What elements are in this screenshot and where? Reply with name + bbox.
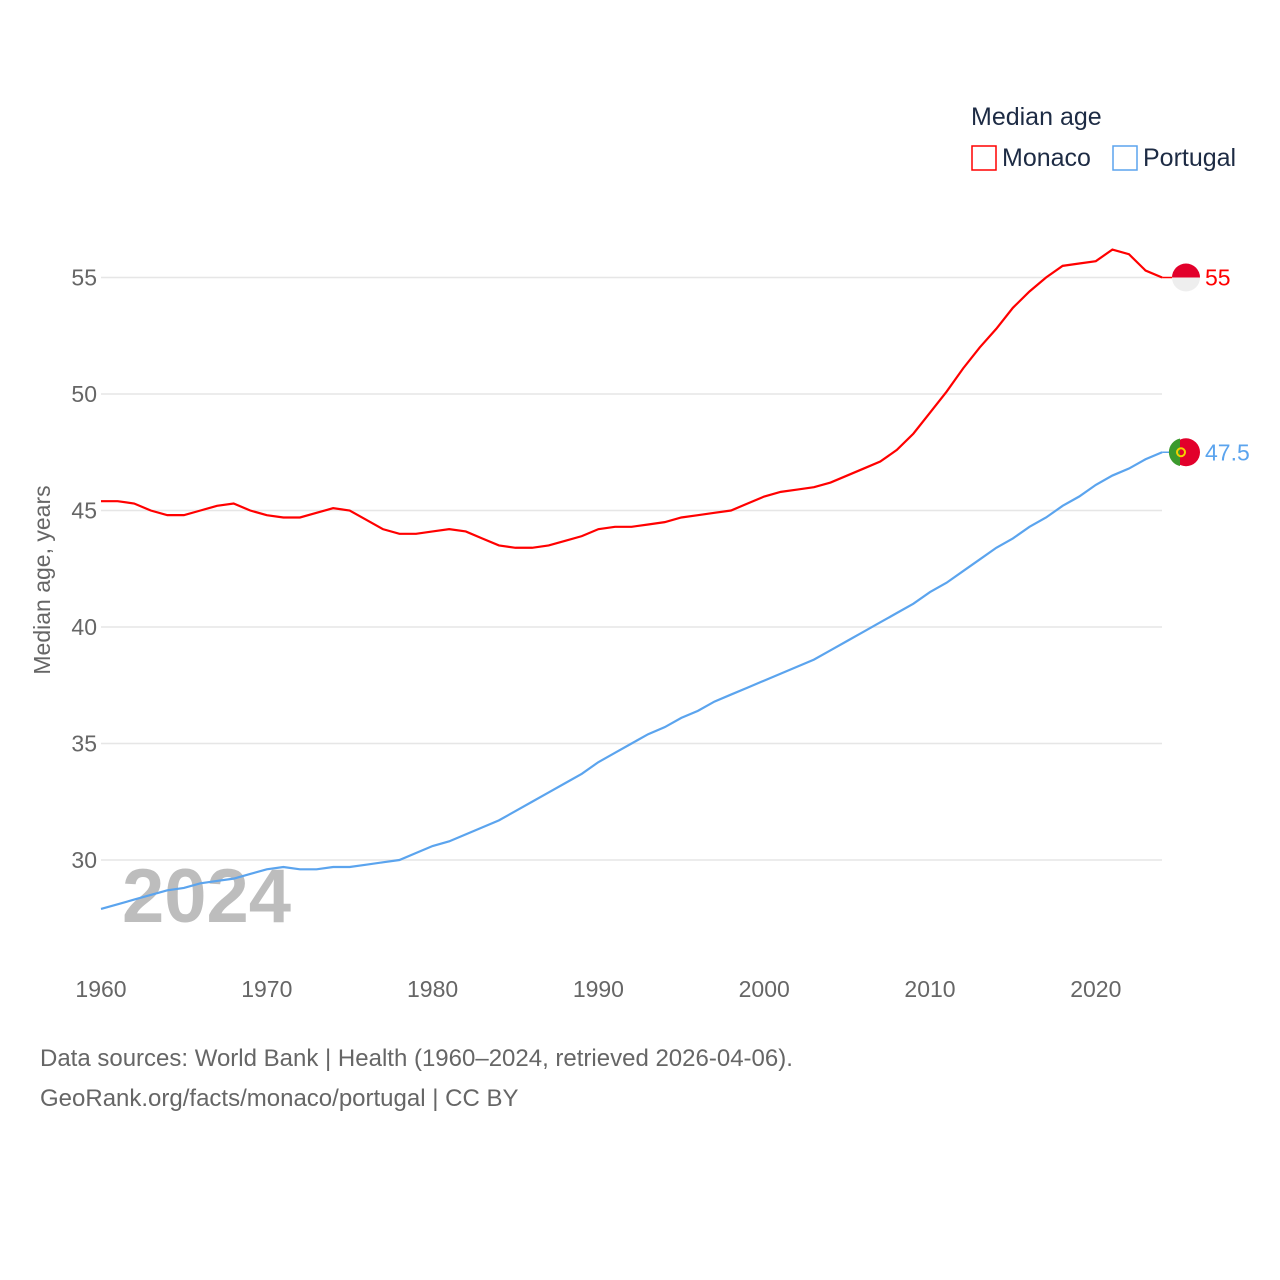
y-tick-label: 40	[71, 614, 97, 640]
x-tick-label: 1990	[573, 976, 624, 1002]
legend-title: Median age	[971, 103, 1102, 131]
y-tick-label: 45	[71, 498, 97, 524]
y-tick-label: 50	[71, 381, 97, 407]
legend-label: Portugal	[1143, 144, 1236, 172]
source-url[interactable]: GeoRank.org/facts/monaco/portugal | CC B…	[40, 1085, 519, 1112]
x-tick-label: 1980	[407, 976, 458, 1002]
x-tick-label: 2010	[904, 976, 955, 1002]
y-tick-label: 30	[71, 847, 97, 873]
y-axis-label: Median age, years	[29, 485, 55, 674]
source-line: Data sources: World Bank | Health (1960–…	[40, 1045, 793, 1072]
legend-swatch-portugal	[1112, 145, 1138, 171]
flag-icon-monaco	[1172, 263, 1200, 278]
legend-swatch-monaco	[971, 145, 997, 171]
flag-emblem	[1176, 447, 1186, 458]
end-value-label: 55	[1205, 265, 1231, 291]
y-tick-label: 55	[71, 265, 97, 291]
x-tick-label: 2000	[739, 976, 790, 1002]
series-line-portugal	[100, 451, 1163, 910]
legend-label: Monaco	[1002, 144, 1091, 172]
series-line-monaco	[101, 248, 1163, 549]
x-tick-label: 2020	[1070, 976, 1121, 1002]
flag-icon-monaco-lower	[1172, 277, 1200, 292]
flag-icon-portugal-green	[1168, 438, 1180, 466]
x-tick-label: 1970	[241, 976, 292, 1002]
x-tick-label: 1960	[75, 976, 126, 1002]
end-value-label: 47.5	[1205, 439, 1250, 465]
year-watermark: 2024	[122, 854, 291, 939]
y-tick-label: 35	[71, 731, 97, 757]
